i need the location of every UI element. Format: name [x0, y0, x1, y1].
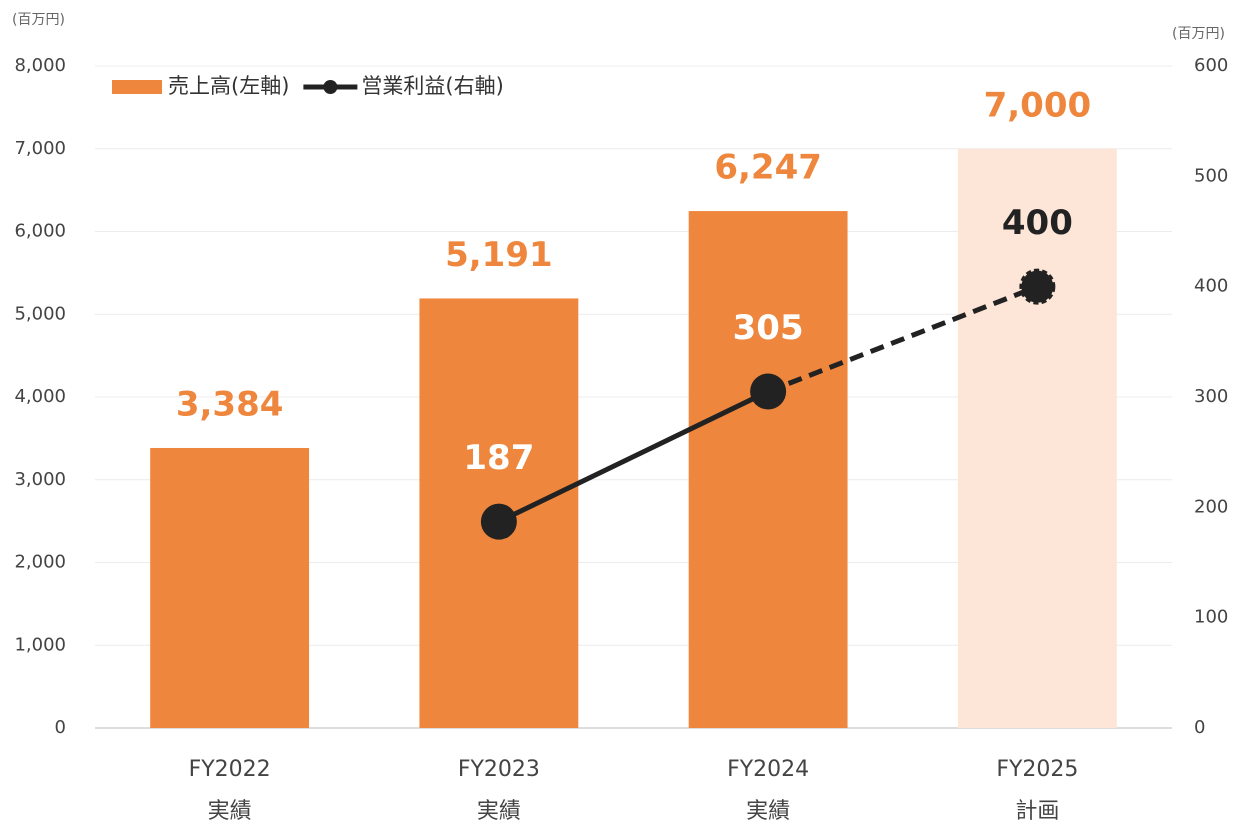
y-tick-label: 2,000 — [14, 552, 66, 573]
y-tick-label: 1,000 — [14, 634, 66, 655]
x-tick-label: FY2025 — [996, 757, 1078, 782]
bar — [957, 148, 1117, 728]
y2-tick-label: 400 — [1194, 276, 1228, 297]
legend-label: 営業利益(右軸) — [361, 74, 503, 98]
line-marker — [1019, 268, 1056, 305]
y2-tick-label: 100 — [1194, 607, 1228, 628]
y2-tick-label: 200 — [1194, 496, 1228, 517]
line-segment — [497, 389, 770, 524]
line-value-label: 400 — [1002, 203, 1073, 243]
line-segment — [767, 284, 1039, 394]
x-tick-note: 計画 — [1015, 799, 1059, 824]
y-tick-label: 3,000 — [14, 469, 66, 490]
y2-tick-label: 600 — [1194, 55, 1228, 76]
line-marker — [750, 373, 787, 410]
legend-swatch — [112, 80, 162, 94]
bar — [150, 447, 310, 728]
line-value-label: 187 — [463, 438, 534, 478]
legend-swatch-dot — [323, 80, 338, 94]
y-tick-label: 4,000 — [14, 386, 66, 407]
y-tick-label: 5,000 — [14, 303, 66, 324]
x-tick-note: 実績 — [208, 799, 252, 824]
y2-unit: (百万円) — [1172, 26, 1225, 42]
y-unit: (百万円) — [12, 12, 65, 28]
y-tick-label: 8,000 — [14, 55, 66, 76]
y2-tick-label: 0 — [1194, 717, 1205, 738]
bar-value-label: 3,384 — [176, 384, 284, 424]
y2-tick-label: 300 — [1194, 386, 1228, 407]
y-tick-label: 6,000 — [14, 221, 66, 242]
x-tick-label: FY2024 — [727, 757, 809, 782]
x-tick-label: FY2022 — [189, 757, 271, 782]
x-tick-note: 実績 — [477, 799, 521, 824]
bar — [688, 211, 848, 729]
legend-label: 売上高(左軸) — [168, 74, 289, 98]
y2-tick-label: 500 — [1194, 165, 1228, 186]
y-tick-label: 0 — [55, 717, 66, 738]
bar-value-label: 5,191 — [445, 235, 553, 275]
line-value-label: 305 — [733, 308, 804, 348]
y-tick-label: 7,000 — [14, 138, 66, 159]
bar-value-label: 7,000 — [984, 85, 1092, 125]
x-tick-label: FY2023 — [458, 757, 540, 782]
x-tick-note: 実績 — [746, 799, 790, 824]
bar-value-label: 6,247 — [714, 148, 822, 188]
line-marker — [480, 503, 517, 540]
